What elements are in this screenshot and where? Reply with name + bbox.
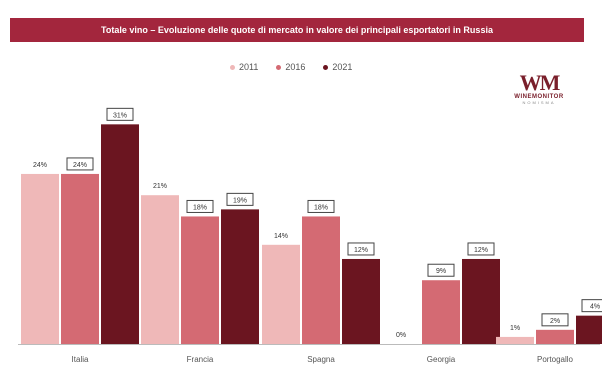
data-label-2011-portogallo: 1% xyxy=(510,325,520,332)
legend-item-2021: 2021 xyxy=(323,62,352,72)
data-label-box-2021-francia xyxy=(226,192,254,206)
chart-title: Totale vino – Evoluzione delle quote di … xyxy=(101,25,493,35)
data-label-2011-italia: 24% xyxy=(33,162,47,169)
data-label-2021-spagna: 12% xyxy=(354,247,368,254)
data-label-2011-georgia: 0% xyxy=(396,332,406,339)
bar-2021-georgia xyxy=(462,258,500,344)
data-label-box-2016-portogallo xyxy=(541,313,569,327)
data-label-box-2016-spagna xyxy=(307,199,335,213)
winemonitor-logo: WM WINEMONITOR NOMISMA xyxy=(496,70,582,106)
data-label-2021-italia: 31% xyxy=(113,112,127,119)
legend-item-2016: 2016 xyxy=(276,62,305,72)
bar-2011-spagna xyxy=(262,244,300,344)
data-label-2021-portogallo: 4% xyxy=(590,304,600,311)
x-tick-label-georgia: Georgia xyxy=(427,355,456,364)
legend: 2011 2016 2021 xyxy=(230,62,352,72)
bar-2021-portogallo xyxy=(576,315,602,344)
data-label-2016-francia: 18% xyxy=(193,204,207,211)
bar-2011-italia xyxy=(21,173,59,344)
data-label-2016-georgia: 9% xyxy=(436,268,446,275)
bar-2011-portogallo xyxy=(496,336,534,344)
legend-label-2021: 2021 xyxy=(332,62,353,72)
legend-label-2011: 2011 xyxy=(239,62,259,72)
data-label-box-2021-italia xyxy=(106,107,134,121)
legend-swatch-2021 xyxy=(323,64,329,70)
data-label-box-2021-spagna xyxy=(347,242,375,256)
logo-wordmark: WINEMONITOR xyxy=(514,94,564,100)
x-tick-label-portogallo: Portogallo xyxy=(537,355,574,364)
legend-swatch-2011 xyxy=(230,64,235,70)
bar-2021-italia xyxy=(101,124,139,344)
data-label-2011-francia: 21% xyxy=(153,183,167,190)
legend-label-2016: 2016 xyxy=(285,62,306,72)
data-label-box-2016-francia xyxy=(186,199,214,213)
bar-2016-italia xyxy=(61,173,99,344)
x-tick-label-spagna: Spagna xyxy=(307,355,335,364)
bar-2021-spagna xyxy=(342,258,380,344)
chart-title-banner: Totale vino – Evoluzione delle quote di … xyxy=(10,18,584,42)
bar-2011-francia xyxy=(141,195,179,344)
bar-2021-francia xyxy=(221,209,259,344)
logo-mark: WM xyxy=(519,70,561,95)
bar-2016-spagna xyxy=(302,216,340,344)
bar-2016-georgia xyxy=(422,280,460,344)
legend-item-2011: 2011 xyxy=(230,62,258,72)
data-label-2016-italia: 24% xyxy=(73,162,87,169)
legend-swatch-2016 xyxy=(276,64,282,70)
data-label-box-2021-portogallo xyxy=(581,299,602,313)
bar-2016-portogallo xyxy=(536,329,574,344)
data-label-2011-spagna: 14% xyxy=(274,233,288,240)
data-label-2016-portogallo: 2% xyxy=(550,318,560,325)
bar-2016-francia xyxy=(181,216,219,344)
x-tick-label-italia: Italia xyxy=(72,355,89,364)
x-tick-label-francia: Francia xyxy=(187,355,214,364)
data-label-box-2021-georgia xyxy=(467,242,495,256)
data-label-2021-francia: 19% xyxy=(233,197,247,204)
data-label-box-2016-georgia xyxy=(427,263,455,277)
logo-subtitle: NOMISMA xyxy=(522,100,556,105)
data-label-2016-spagna: 18% xyxy=(314,204,328,211)
data-label-box-2016-italia xyxy=(66,157,94,171)
data-label-2021-georgia: 12% xyxy=(474,247,488,254)
